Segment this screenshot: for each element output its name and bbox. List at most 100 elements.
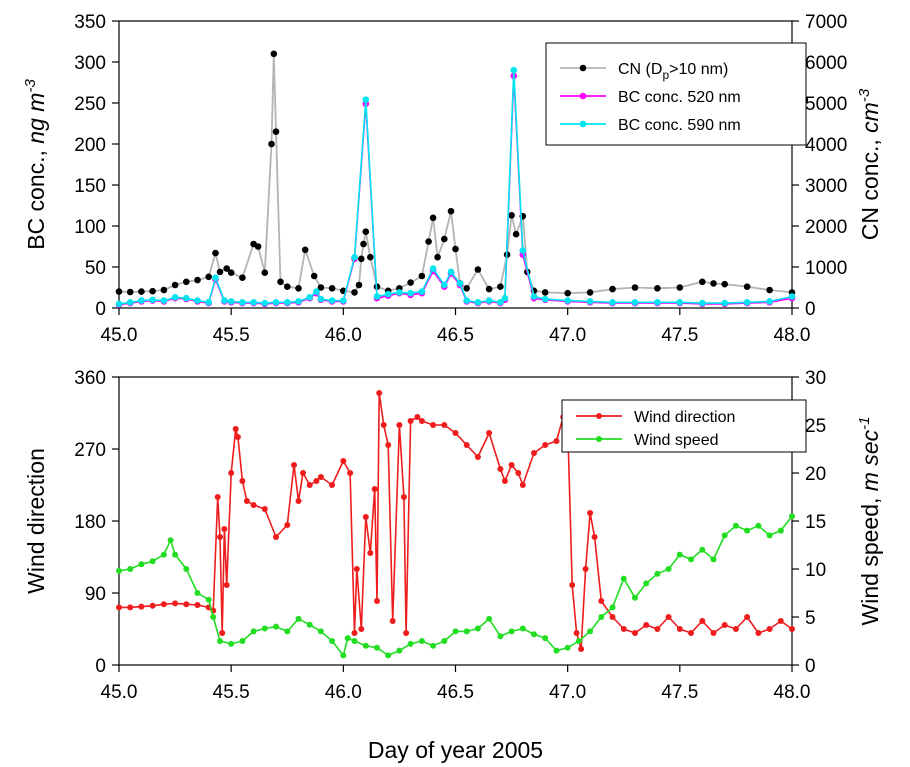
bottom-y-right-tick-label: 10 (805, 560, 826, 581)
top-data-point (609, 299, 616, 306)
bottom-data-point (744, 527, 751, 534)
bottom-data-point (463, 442, 470, 448)
bottom-data-point (430, 642, 437, 649)
bottom-data-point (531, 450, 537, 456)
bottom-data-point (400, 494, 407, 500)
bottom-y-right-title: Wind speed, m sec-1 (856, 417, 883, 626)
bottom-y-right-tick-label: 25 (805, 416, 826, 437)
bottom-data-point (430, 422, 437, 428)
top-data-point (541, 289, 549, 296)
top-x-tick-label: 47.5 (661, 325, 698, 346)
top-legend-label: BC conc. 520 nm (618, 89, 741, 106)
bottom-y-right-tick-label: 15 (805, 512, 826, 533)
bottom-data-point (609, 604, 616, 611)
top-legend-label-sub: p (662, 68, 669, 82)
bottom-x-tick-label: 45.5 (213, 682, 250, 703)
top-y-left-tick-label: 200 (74, 135, 106, 156)
bottom-data-point (755, 522, 762, 529)
top-series-2 (115, 66, 796, 308)
top-data-point (183, 294, 190, 302)
bottom-data-point (452, 430, 459, 436)
bottom-data-point (744, 614, 751, 620)
bottom-y-right-title-unit: m sec (857, 429, 883, 491)
bottom-legend: Wind direction Wind speed (561, 399, 807, 453)
bottom-data-point (351, 630, 358, 636)
bottom-series-0 (116, 390, 795, 652)
top-data-point (254, 243, 262, 250)
bottom-data-point (194, 590, 201, 596)
bottom-y-left-tick-label: 270 (74, 440, 106, 461)
bottom-data-point (172, 551, 179, 558)
top-x-tick-label: 45.0 (101, 325, 138, 346)
top-data-point (743, 283, 751, 291)
top-legend-label-text: CN (D (618, 61, 662, 78)
top-data-point (463, 297, 471, 304)
bottom-data-point (183, 601, 190, 608)
bottom-y-right-tick-label: 20 (805, 464, 826, 485)
top-data-point (313, 288, 320, 295)
bottom-data-point (385, 442, 392, 448)
top-legend-label: BC conc. 590 nm (618, 117, 741, 134)
bottom-y-left-tick-label: 90 (85, 584, 106, 605)
top-legend-marker (579, 92, 587, 100)
bottom-data-point (228, 470, 235, 476)
bottom-data-point (575, 638, 582, 644)
top-data-point (676, 299, 684, 306)
bottom-data-point (295, 498, 302, 504)
bottom-data-point (210, 614, 217, 620)
bottom-data-point (508, 628, 515, 635)
bottom-data-point (732, 522, 739, 529)
bottom-data-point (183, 566, 190, 572)
bottom-data-point (620, 626, 627, 632)
bottom-data-point (643, 580, 650, 587)
top-x-tick-label: 45.5 (213, 325, 250, 346)
bottom-data-point (508, 462, 515, 468)
bottom-data-point (755, 630, 762, 636)
bottom-data-point (389, 618, 396, 624)
top-data-point (194, 276, 201, 284)
top-data-point (654, 299, 661, 306)
top-legend-label: CN (Dp>10 nm) (618, 61, 728, 82)
bottom-data-point (578, 646, 585, 652)
top-y-right-tick-label: 5000 (805, 94, 847, 115)
top-data-point (149, 296, 156, 304)
bottom-data-point (587, 628, 594, 635)
bottom-data-point (232, 426, 239, 432)
top-x-tick-label: 48.0 (774, 325, 811, 346)
bottom-data-point (732, 626, 739, 632)
bottom-data-point (250, 628, 257, 635)
top-legend-box (545, 42, 807, 146)
bottom-data-point (239, 638, 246, 644)
bottom-data-point (463, 628, 470, 635)
bottom-data-point (486, 615, 493, 622)
bottom-data-point (138, 603, 145, 610)
top-data-point (447, 207, 455, 215)
bottom-data-point (591, 534, 598, 540)
top-data-point (654, 285, 661, 292)
top-data-point (631, 284, 639, 291)
top-y-left-tick-label: 100 (74, 217, 106, 238)
bottom-legend-label: Wind direction (634, 409, 735, 426)
top-y-right-tick-label: 3000 (805, 176, 847, 197)
top-data-point (362, 228, 370, 235)
bottom-data-point (777, 527, 784, 534)
bottom-data-point (223, 582, 230, 588)
top-data-point (508, 212, 515, 219)
bottom-data-point (632, 594, 638, 601)
bottom-data-point (340, 652, 347, 659)
bottom-data-point (340, 458, 347, 464)
top-data-point (586, 289, 594, 296)
top-x-tick-label: 47.0 (549, 325, 586, 346)
top-y-left-title-sup: -3 (22, 79, 39, 93)
top-data-point (277, 278, 284, 286)
bottom-data-point (620, 575, 627, 582)
bottom-data-point (396, 647, 403, 654)
bottom-data-point (149, 558, 156, 565)
bottom-data-point (284, 522, 291, 528)
top-data-point (268, 140, 275, 148)
top-data-point (519, 247, 527, 254)
bottom-data-point (329, 482, 336, 488)
bottom-data-point (676, 551, 683, 558)
top-data-point (351, 289, 358, 296)
bottom-data-point (553, 438, 560, 444)
